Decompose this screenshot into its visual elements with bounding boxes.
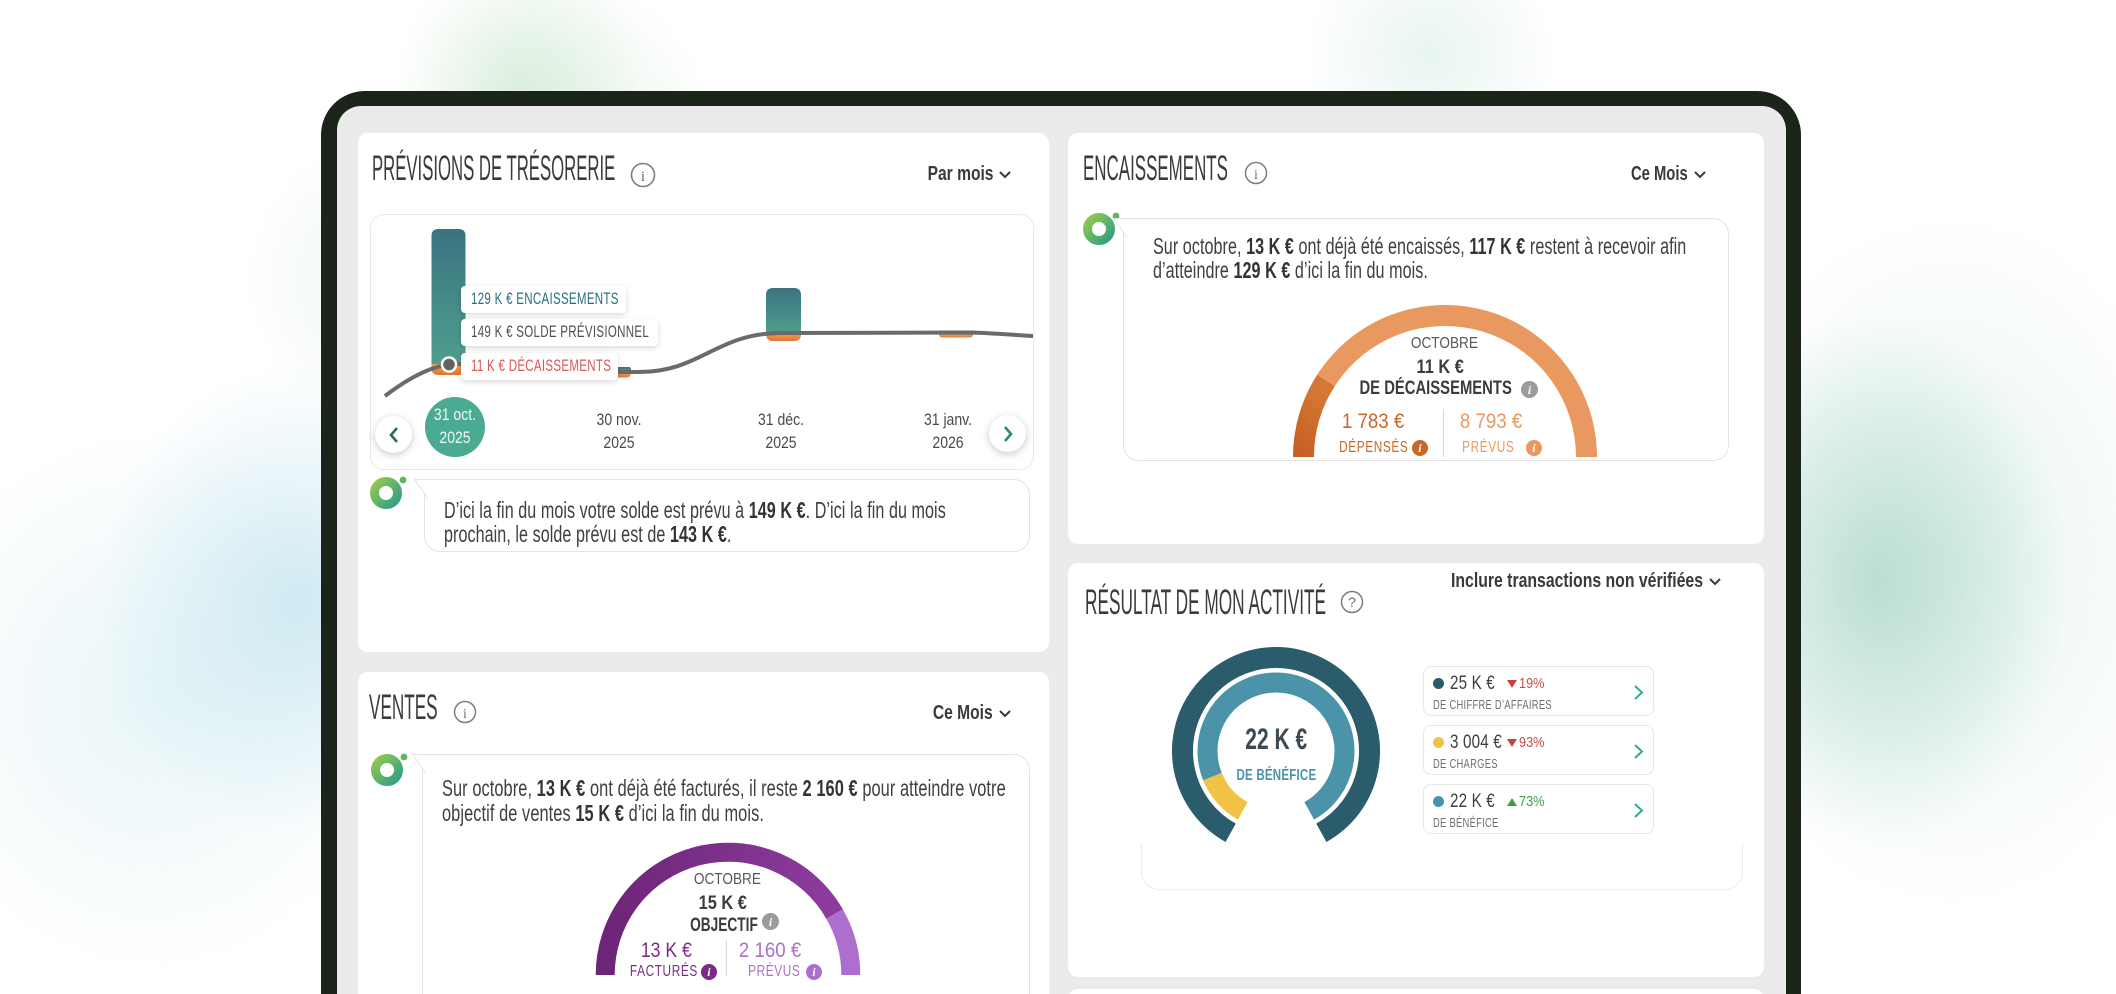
svg-text:i: i <box>1528 383 1532 397</box>
svg-text:i: i <box>812 967 816 979</box>
svg-text:i: i <box>1418 443 1422 455</box>
svg-text:i: i <box>769 915 773 929</box>
svg-text:i: i <box>641 169 645 185</box>
svg-text:i: i <box>707 967 711 979</box>
svg-text:i: i <box>1532 443 1536 455</box>
svg-text:i: i <box>1254 168 1258 183</box>
svg-text:?: ? <box>1348 594 1356 610</box>
svg-text:i: i <box>463 707 467 722</box>
